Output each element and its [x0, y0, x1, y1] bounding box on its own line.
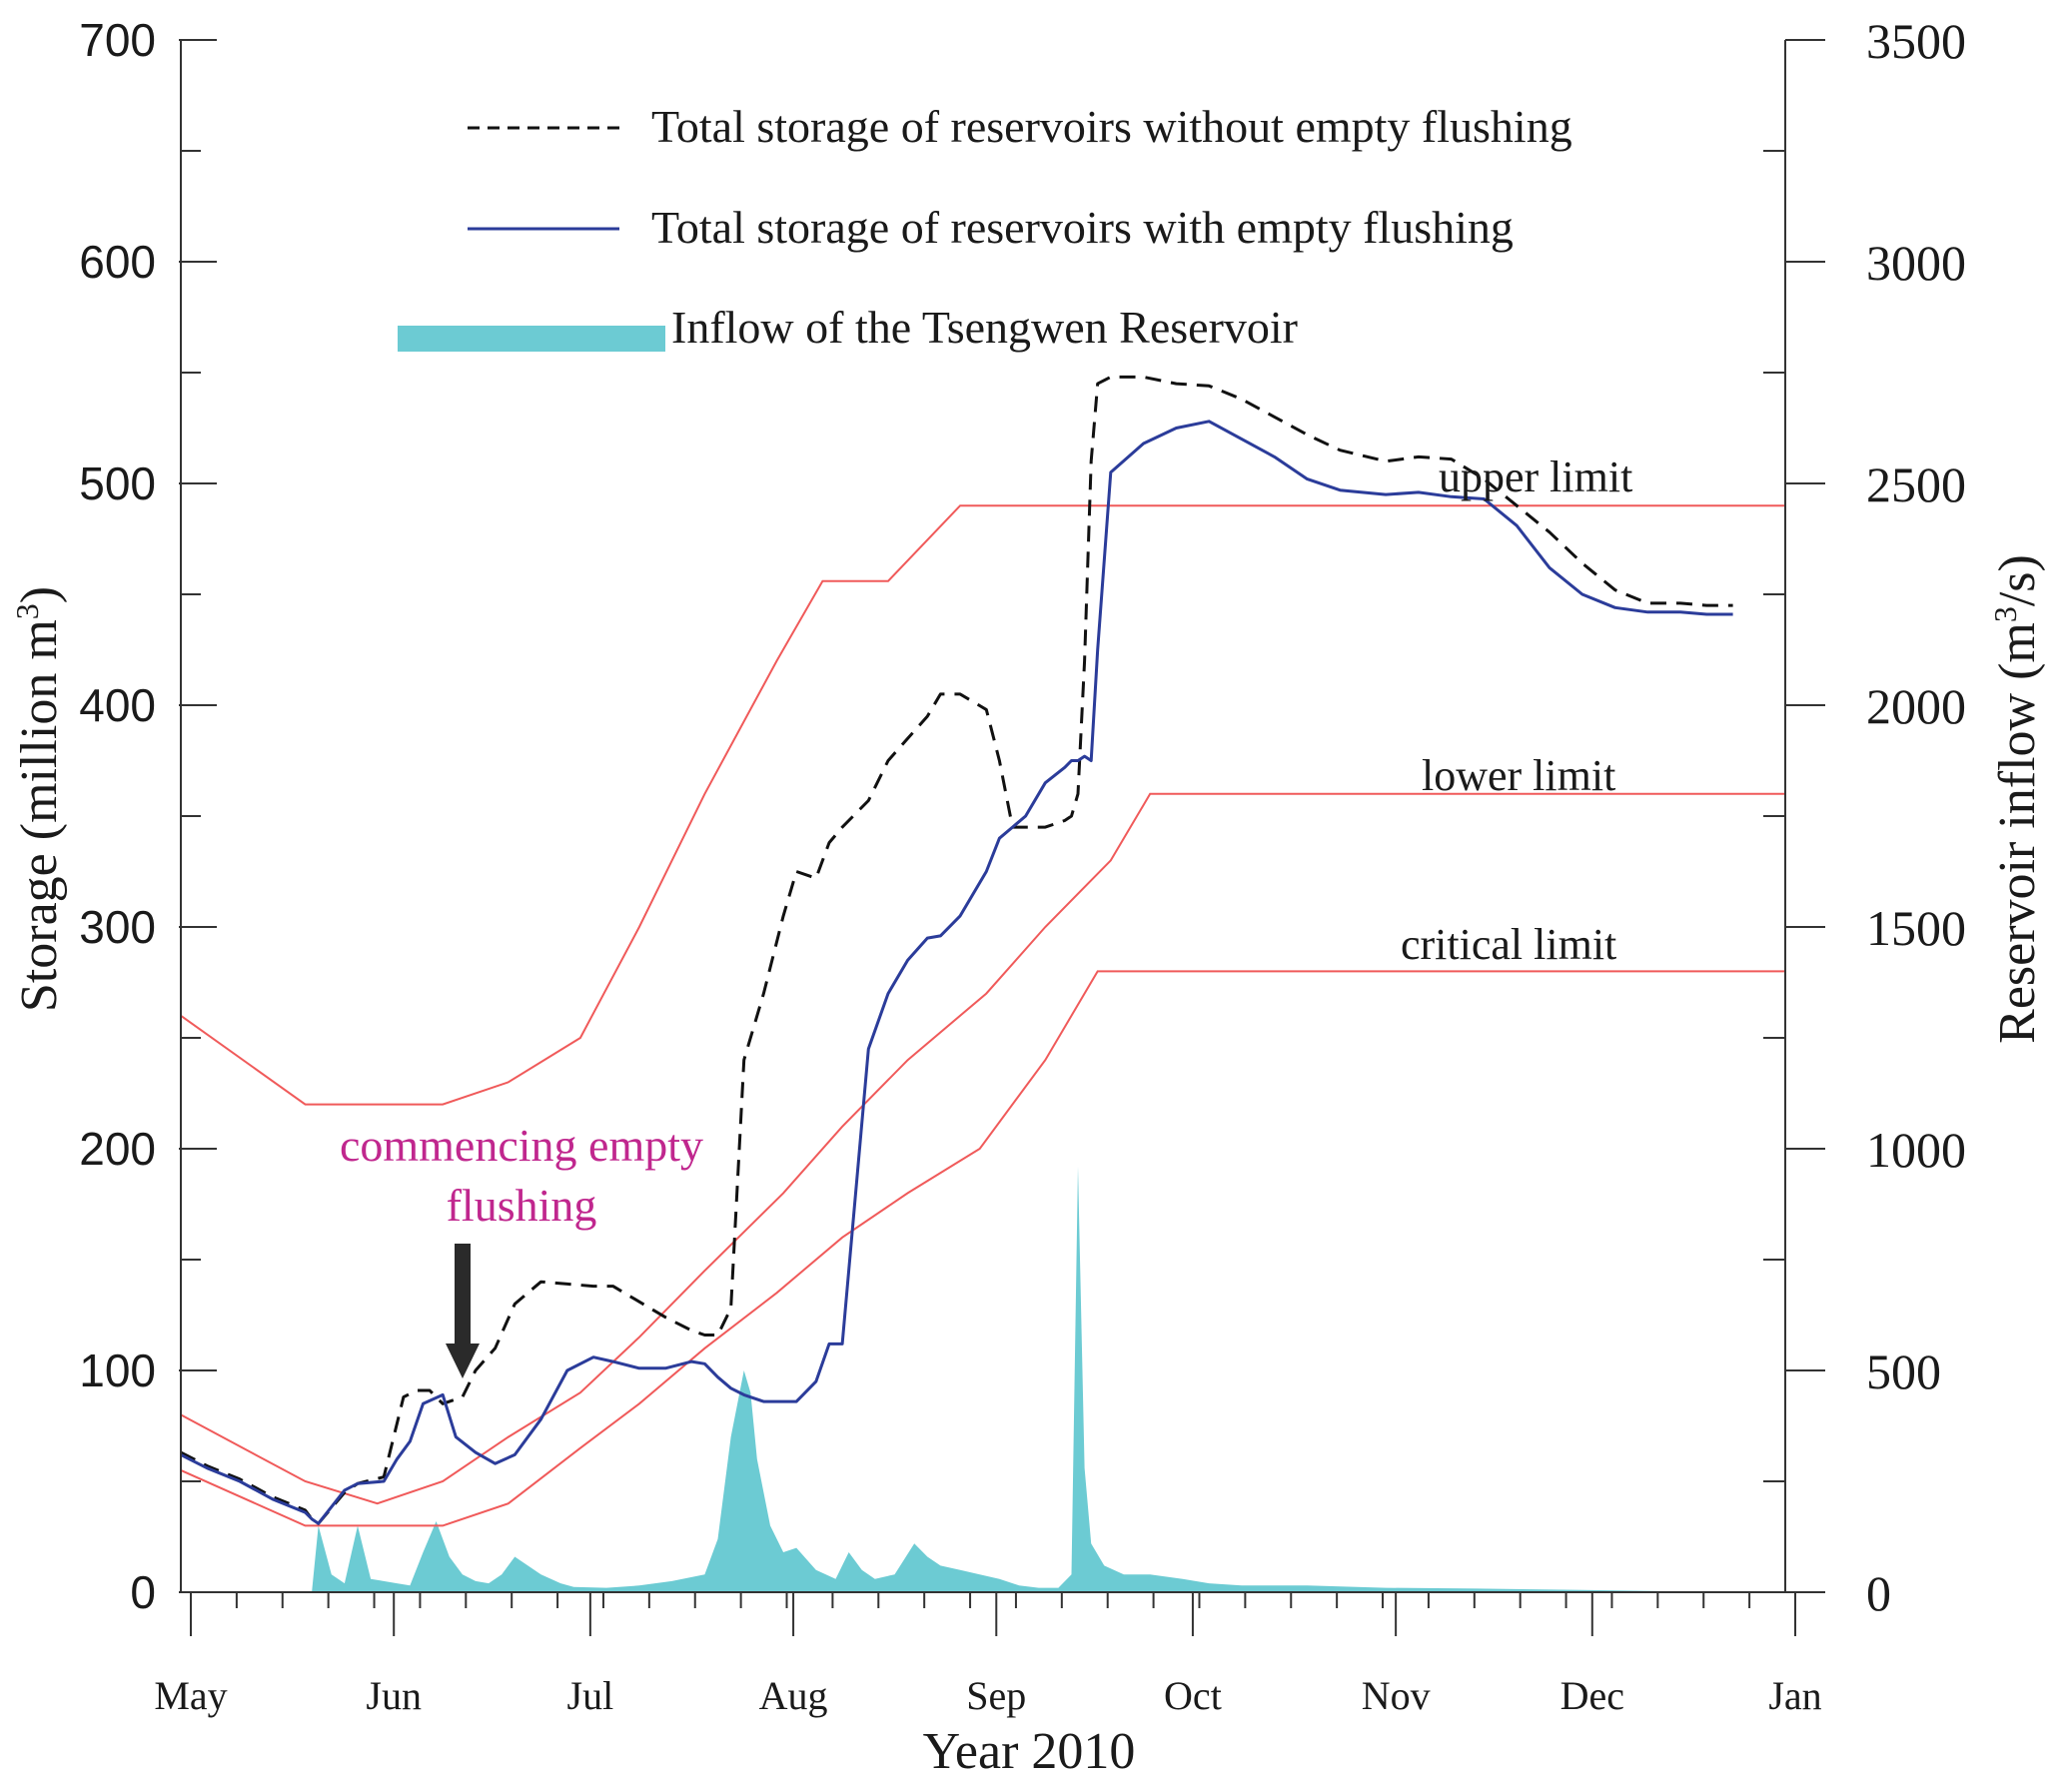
y-left-title-end: ) [11, 586, 68, 603]
series-line-without-flushing [180, 375, 1733, 1525]
y-right-tick-label: 1000 [1866, 1122, 1966, 1178]
series-line-with-flushing [180, 420, 1733, 1525]
x-tick-label: May [154, 1673, 227, 1718]
legend-label-without: Total storage of reservoirs without empt… [651, 101, 1572, 152]
y-right-tick-label: 500 [1866, 1344, 1941, 1399]
y-left-tick-label: 600 [79, 236, 156, 288]
axes-layer [179, 39, 1825, 1636]
legend-swatch-inflow [398, 326, 665, 352]
y-right-title-sup: 3 [1987, 606, 2023, 622]
limit-lines-layer [180, 504, 1785, 1527]
flushing-annotation: commencing empty flushing [340, 1120, 703, 1378]
lower-limit-line [180, 792, 1785, 1505]
x-tick-label: Nov [1362, 1673, 1431, 1718]
annotation-line-1: commencing empty [340, 1120, 703, 1171]
y-left-tick-label: 500 [79, 457, 156, 509]
legend-label-inflow: Inflow of the Tsengwen Reservoir [671, 302, 1298, 353]
y-left-title-main: Storage (million m [11, 619, 68, 1012]
inflow-area [181, 1166, 1733, 1592]
y-left-tick-label: 100 [79, 1344, 156, 1396]
y-right-tick-label: 1500 [1866, 900, 1966, 956]
critical-limit-line [180, 970, 1785, 1527]
y-left-tick-label: 300 [79, 901, 156, 953]
y-right-tick-label: 2000 [1866, 678, 1966, 734]
y-right-tick-label: 3500 [1866, 13, 1966, 69]
y-right-tick-label: 3000 [1866, 235, 1966, 291]
y-left-tick-label: 200 [79, 1123, 156, 1175]
lower-limit-label: lower limit [1422, 751, 1615, 800]
y-left-title-sup: 3 [9, 603, 45, 619]
y-left-tick-label: 0 [130, 1566, 156, 1618]
y-right-tick-label: 0 [1866, 1565, 1891, 1621]
arrow-head [446, 1344, 480, 1378]
y-right-title-end: /s) [1989, 554, 2046, 606]
x-tick-label: Sep [966, 1673, 1026, 1718]
x-tick-label: Jan [1768, 1673, 1821, 1718]
x-tick-label: Jun [366, 1673, 422, 1718]
upper-limit-line [180, 504, 1785, 1106]
legend: Total storage of reservoirs without empt… [398, 101, 1572, 353]
annotation-line-2: flushing [447, 1180, 597, 1231]
y-left-axis-title: Storage (million m3) [9, 586, 68, 1012]
storage-lines-layer [180, 375, 1733, 1525]
x-tick-label: Aug [759, 1673, 828, 1718]
tick-labels-layer: 0 100 200 300 400 500 600 700 0 500 1000 1500 2000 25… [79, 13, 1966, 1718]
y-right-title-main: Reservoir inflow (m [1989, 622, 2046, 1044]
y-left-tick-label: 400 [79, 679, 156, 731]
y-left-tick-label: 700 [79, 14, 156, 66]
x-tick-label: Oct [1164, 1673, 1222, 1718]
critical-limit-label: critical limit [1401, 920, 1616, 969]
annotation-arrow [446, 1244, 480, 1378]
x-tick-label: Jul [567, 1673, 614, 1718]
arrow-shaft [455, 1244, 471, 1348]
x-axis-title: Year 2010 [923, 1723, 1136, 1780]
upper-limit-label: upper limit [1439, 452, 1632, 501]
x-tick-label: Dec [1560, 1673, 1624, 1718]
y-right-tick-label: 2500 [1866, 456, 1966, 512]
y-right-axis-title: Reservoir inflow (m3/s) [1987, 554, 2046, 1044]
legend-label-with: Total storage of reservoirs with empty f… [651, 202, 1514, 253]
inflow-area-layer [181, 1166, 1733, 1592]
